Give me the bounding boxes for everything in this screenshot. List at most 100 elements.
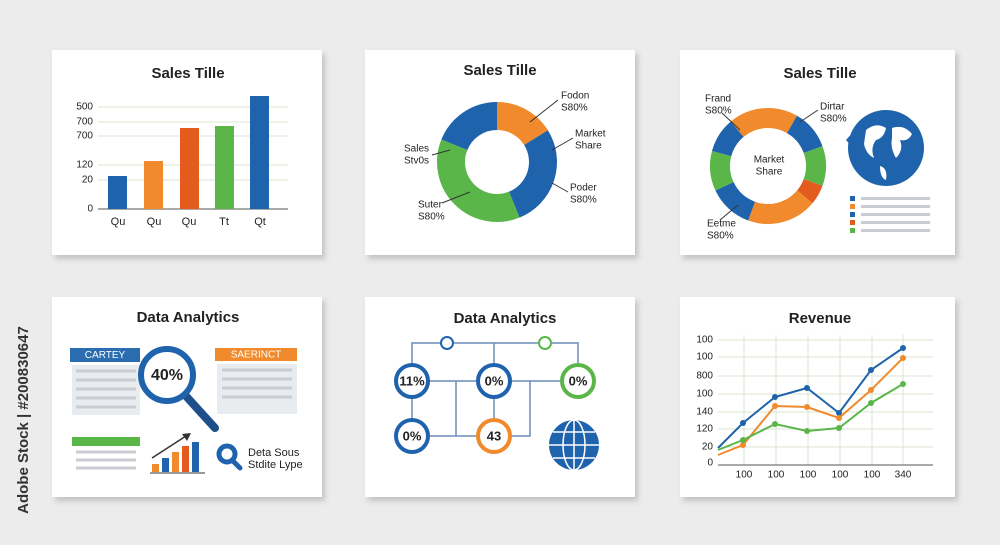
tag-label: CARTEY — [85, 350, 126, 361]
segment-label: S80% — [705, 106, 732, 117]
table-rows — [217, 364, 297, 414]
y-label: 800 — [696, 371, 713, 382]
segment-label: S80% — [570, 195, 597, 206]
legend-lines-part — [850, 204, 855, 209]
node-label: 0% — [403, 428, 422, 443]
leader-lines-part — [431, 149, 451, 156]
node — [476, 363, 512, 399]
donut-segment — [508, 130, 557, 218]
tag-label: SAERINCT — [231, 350, 282, 361]
list-block — [72, 437, 140, 470]
x-label: 100 — [768, 470, 785, 481]
search-icon-part — [229, 457, 243, 471]
trend-dot — [900, 381, 906, 387]
trend-dot — [836, 410, 842, 416]
card-title: Sales Tille — [783, 65, 856, 82]
trend-dot — [868, 367, 874, 373]
card-title: Data Analytics — [454, 310, 557, 327]
donut-segment — [711, 121, 744, 157]
mini-bar-icon-part — [172, 452, 179, 472]
donut-segment — [710, 150, 734, 191]
connectors-part — [411, 342, 579, 364]
donut-segment — [803, 146, 826, 186]
y-label: 100 — [696, 389, 713, 400]
tag — [70, 348, 140, 362]
leader-lines-part — [529, 99, 559, 123]
globe-icon — [549, 419, 599, 471]
card-title: Revenue — [789, 310, 852, 327]
donut-segment — [715, 181, 756, 221]
trend-dot — [740, 442, 746, 448]
y-label: 120 — [76, 160, 93, 171]
trend-dot — [740, 420, 746, 426]
y-label: 700 — [76, 131, 93, 142]
donut-center: Share — [756, 167, 783, 178]
bars-part — [108, 176, 127, 209]
leader-lines-part — [551, 182, 569, 193]
mini-bar-icon-part — [182, 446, 189, 472]
x-label: Qu — [111, 216, 126, 228]
connectors — [411, 342, 579, 437]
segment-label: S80% — [820, 114, 847, 125]
tag — [215, 348, 297, 361]
card-donut: Sales Tille Fodon S80% Market Share Pode… — [365, 50, 635, 255]
caption: Deta Sous — [248, 447, 300, 459]
y-label: 140 — [696, 407, 713, 418]
donut-segment — [748, 190, 813, 224]
card-title: Sales Tille — [151, 65, 224, 82]
trend-dot — [772, 421, 778, 427]
caption: Stdite Lype — [248, 459, 303, 471]
bars-part — [215, 126, 234, 209]
y-label: 0 — [87, 204, 93, 215]
donut-segment — [441, 102, 498, 151]
trend-dot — [868, 400, 874, 406]
list-block-part — [72, 437, 140, 446]
leader-lines-part — [551, 137, 574, 151]
segment-label: S80% — [418, 212, 445, 223]
y-label: 700 — [76, 117, 93, 128]
x-label: 100 — [800, 470, 817, 481]
trend-dot — [804, 428, 810, 434]
segment-label: Poder — [570, 183, 597, 194]
table-rows — [72, 365, 140, 415]
magnifier-icon — [138, 346, 219, 432]
x-label: 100 — [864, 470, 881, 481]
search-icon-part — [216, 443, 238, 465]
percent: 40% — [151, 367, 183, 384]
leader-lines-part — [719, 204, 739, 221]
legend-lines-part — [850, 220, 855, 225]
segment-label: Eetme — [707, 219, 736, 230]
y-label: 120 — [696, 424, 713, 435]
trend-dot — [900, 345, 906, 351]
mini-bar-icon-part — [162, 458, 169, 472]
x-label: Qt — [254, 216, 266, 228]
leader-lines — [719, 109, 819, 221]
x-label: 100 — [832, 470, 849, 481]
node-label: 0% — [569, 373, 588, 388]
legend-lines-part — [850, 212, 855, 217]
y-label: 0 — [707, 458, 713, 469]
donut-segment — [786, 115, 823, 154]
leader-lines-part — [799, 109, 819, 123]
donut-segment — [730, 108, 797, 138]
connectors-part — [430, 381, 531, 437]
mini-bar-icon-part — [152, 464, 159, 472]
leader-lines-part — [441, 191, 471, 204]
magnifier-icon-part — [138, 346, 196, 404]
segment-label: S80% — [561, 103, 588, 114]
segment-label: Frand — [705, 94, 731, 105]
x-label: Tt — [219, 216, 229, 228]
lines — [717, 345, 906, 456]
node-label: 0% — [485, 373, 504, 388]
trend-dot — [740, 437, 746, 443]
node-label: 43 — [487, 428, 501, 443]
magnifier-icon-part — [181, 391, 219, 432]
card-title: Data Analytics — [137, 309, 240, 326]
search-icon — [216, 443, 243, 471]
globe-icon — [846, 110, 924, 186]
card-market: Sales Tille Market Share Frand S80% Dirt… — [680, 50, 955, 255]
trend-dot — [836, 415, 842, 421]
card-bar: Sales Tille 500 700 700 120 20 0 Qu Qu Q… — [52, 50, 322, 255]
node-dot — [440, 336, 454, 350]
